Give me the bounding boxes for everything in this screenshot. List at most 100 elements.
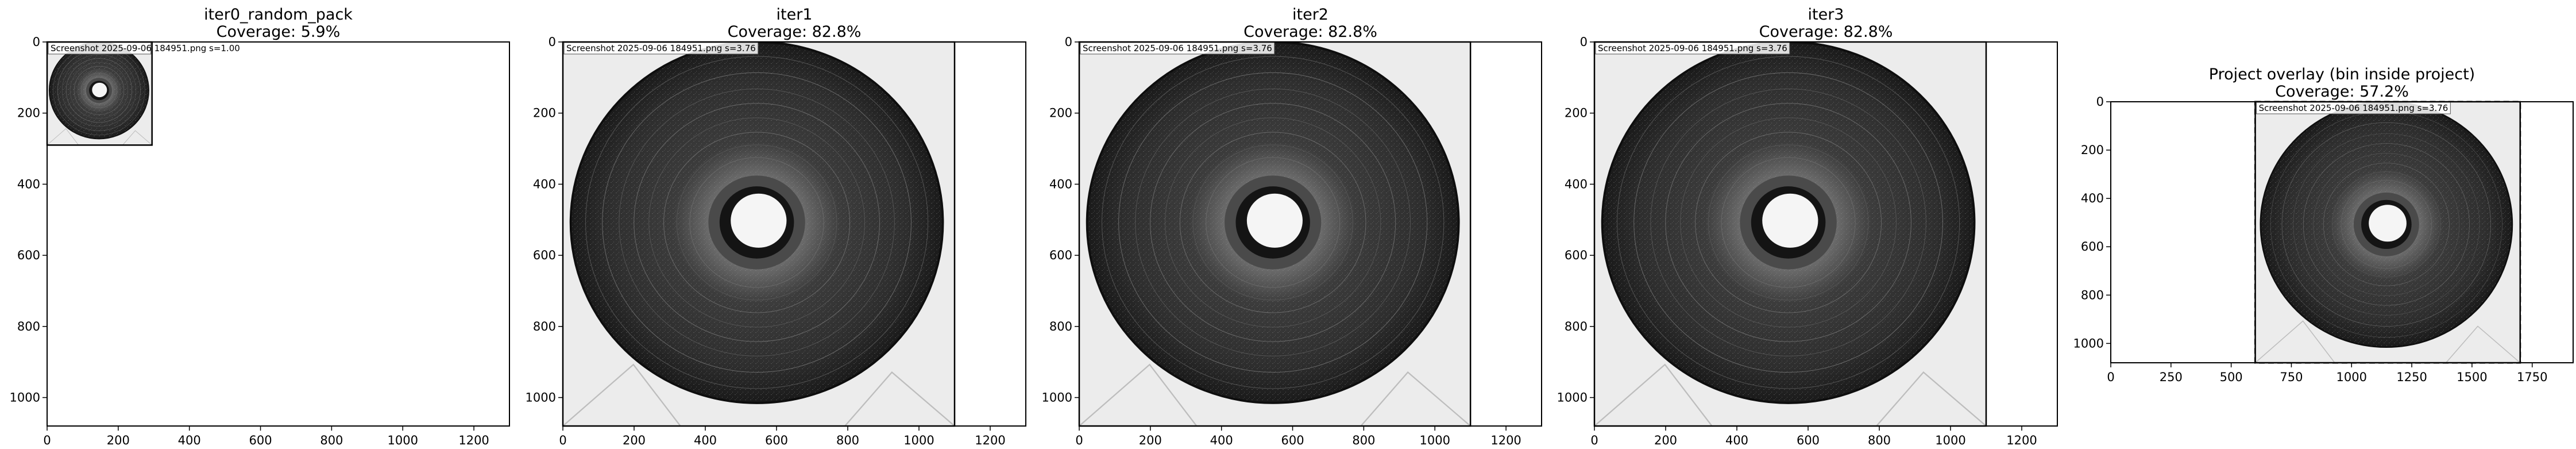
placed-image <box>1079 42 1471 426</box>
groove-ring <box>77 69 121 112</box>
groove-ring <box>1721 157 1856 288</box>
corner-fold <box>1360 371 1471 426</box>
center-hole <box>1246 193 1303 248</box>
x-tick-label: 800 <box>1352 433 1375 447</box>
placement-label: Screenshot 2025-09-06 184951.png s=3.76 <box>1083 43 1272 53</box>
groove-ring <box>1102 56 1445 389</box>
x-tick-label: 0 <box>1590 433 1598 447</box>
y-tick-label: 1000 <box>1557 391 1588 405</box>
corner-fold <box>2446 325 2520 363</box>
placement-label: Screenshot 2025-09-06 184951.png s=1.00 <box>51 43 240 53</box>
groove-ring <box>619 89 895 356</box>
groove-ring <box>1633 72 1943 373</box>
y-tick-label: 600 <box>2081 240 2104 254</box>
y-tick-label: 400 <box>17 177 40 191</box>
placement-label: Screenshot 2025-09-06 184951.png s=3.76 <box>566 43 756 53</box>
groove-ring <box>1695 132 1882 313</box>
disc-rim <box>1601 42 1976 404</box>
groove-ring <box>689 157 824 288</box>
groove-ring <box>1206 157 1341 288</box>
corner-fold <box>844 371 955 426</box>
groove-ring <box>1650 89 1926 356</box>
groove-ring <box>1150 103 1396 342</box>
chart-subtitle: Coverage: 57.2% <box>2275 83 2409 101</box>
disc-rim <box>48 42 149 140</box>
groove-ring <box>1617 56 1960 389</box>
groove-ring <box>1665 103 1911 342</box>
groove-ring <box>1192 144 1353 301</box>
groove-ring <box>2323 163 2450 286</box>
y-tick-label: 600 <box>1049 248 1072 262</box>
groove-ring <box>1179 132 1366 313</box>
groove-ring <box>1708 144 1869 301</box>
x-tick-label: 600 <box>1281 433 1304 447</box>
x-tick-label: 400 <box>1725 433 1748 447</box>
disc-rim <box>2260 102 2513 348</box>
x-tick-label: 0 <box>559 433 566 447</box>
disc-rim <box>569 42 944 404</box>
chart-subtitle: Coverage: 82.8% <box>1243 23 1377 41</box>
x-tick-label: 500 <box>2220 370 2243 384</box>
groove-ring <box>1165 117 1381 328</box>
x-tick-label: 200 <box>623 433 646 447</box>
groove-ring <box>65 58 132 123</box>
groove-ring <box>2293 133 2480 316</box>
y-tick-label: 1000 <box>2073 336 2104 350</box>
y-tick-label: 600 <box>533 248 556 262</box>
center-hole <box>1762 193 1818 248</box>
axes-frame <box>562 41 1026 427</box>
x-tick-label: 0 <box>1075 433 1083 447</box>
groove-ring <box>2332 171 2441 278</box>
groove-ring <box>69 62 129 119</box>
y-tick-label: 800 <box>1565 320 1588 333</box>
y-tick-label: 400 <box>533 177 556 191</box>
chart-title: Project overlay (bin inside project) <box>2209 66 2475 83</box>
panel-4: Project overlay (bin inside project)Cove… <box>2073 66 2574 384</box>
x-tick-label: 1000 <box>1935 433 1965 447</box>
x-tick-label: 750 <box>2280 370 2303 384</box>
y-tick-label: 0 <box>2096 95 2104 109</box>
x-tick-label: 600 <box>1797 433 1820 447</box>
groove-ring <box>648 117 865 328</box>
groove-ring <box>676 144 837 301</box>
corner-fold <box>1876 371 1986 426</box>
y-tick-label: 600 <box>17 248 40 262</box>
x-tick-label: 200 <box>1654 433 1677 447</box>
x-tick-label: 1200 <box>458 433 489 447</box>
x-tick-label: 250 <box>2160 370 2183 384</box>
x-tick-label: 1200 <box>1490 433 1521 447</box>
groove-ring <box>2303 143 2470 306</box>
x-tick-label: 1500 <box>2457 370 2487 384</box>
groove-ring <box>74 66 125 115</box>
x-tick-label: 1000 <box>903 433 934 447</box>
groove-ring <box>2281 122 2492 327</box>
corner-fold <box>47 128 79 145</box>
y-tick-label: 600 <box>1565 248 1588 262</box>
y-tick-label: 200 <box>1565 106 1588 120</box>
x-tick-label: 1750 <box>2517 370 2547 384</box>
chart-subtitle: Coverage: 82.8% <box>728 23 862 41</box>
x-tick-label: 1200 <box>975 433 1005 447</box>
x-tick-label: 1000 <box>1420 433 1450 447</box>
x-tick-label: 400 <box>178 433 201 447</box>
y-tick-label: 200 <box>1049 106 1072 120</box>
x-tick-label: 800 <box>320 433 343 447</box>
x-tick-label: 600 <box>249 433 272 447</box>
center-hole <box>731 193 787 248</box>
groove-ring <box>634 103 880 342</box>
corner-fold <box>1594 363 1713 426</box>
groove-ring <box>1680 117 1897 328</box>
y-tick-label: 800 <box>17 320 40 333</box>
groove-ring <box>1135 89 1411 356</box>
corner-fold <box>2255 320 2335 363</box>
groove-ring <box>2313 153 2460 296</box>
x-tick-label: 1000 <box>2336 370 2367 384</box>
groove-ring <box>602 72 912 373</box>
center-hole <box>2369 205 2407 242</box>
chart-title: iter1 <box>777 6 813 24</box>
axes-frame <box>1079 41 1542 427</box>
y-tick-label: 0 <box>1580 35 1588 49</box>
